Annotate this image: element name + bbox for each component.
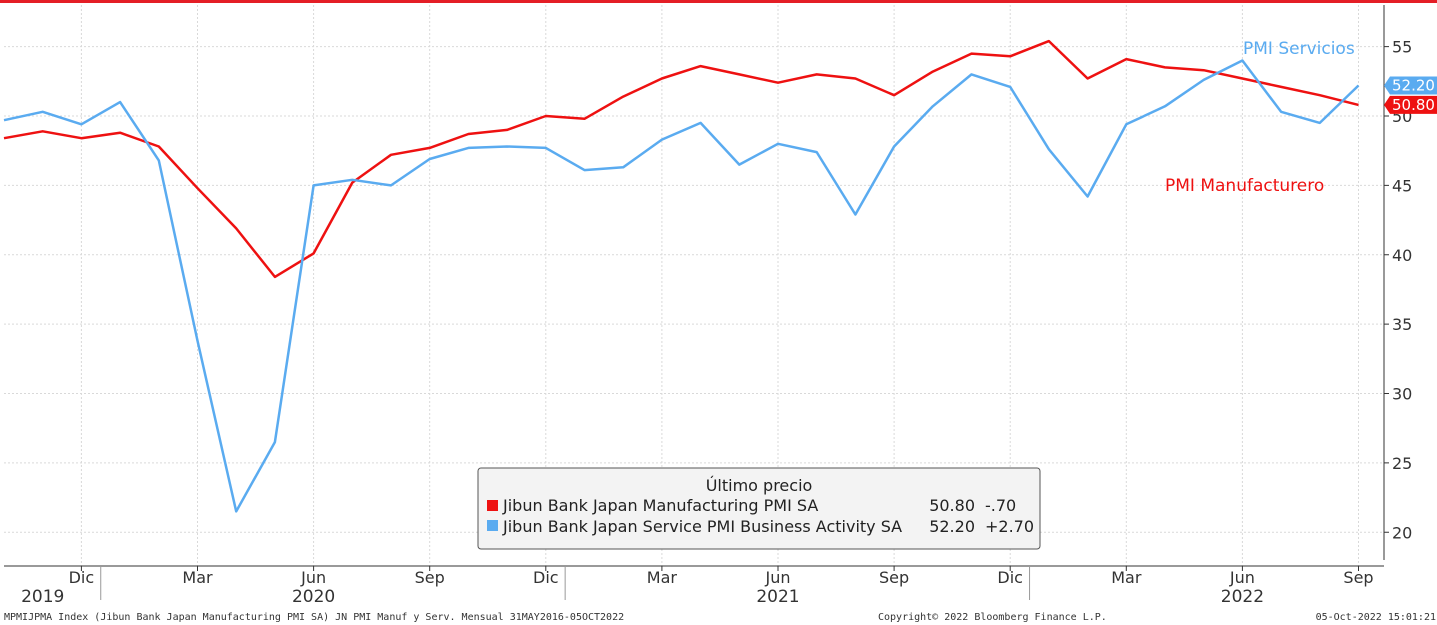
footer-source: MPMIJPMA Index (Jibun Bank Japan Manufac… — [4, 612, 624, 623]
y-tick-label: 25 — [1392, 454, 1412, 473]
year-label: 2021 — [756, 587, 799, 607]
y-tick-label: 55 — [1392, 38, 1412, 57]
year-label: 2019 — [21, 587, 64, 607]
grid-layer — [4, 5, 1384, 566]
series-layer — [3, 39, 1360, 513]
x-tick-label: Mar — [647, 568, 678, 587]
y-tick-label: 30 — [1392, 385, 1412, 404]
services-last-value-tag-text: 52.20 — [1392, 76, 1435, 94]
y-tick-label: 20 — [1392, 523, 1412, 542]
y-tick-label: 35 — [1392, 315, 1412, 334]
last-value-tags: 52.20 50.80 — [1384, 76, 1437, 114]
y-tick-label: 45 — [1392, 176, 1412, 195]
services-last-value-tag: 52.20 — [1384, 76, 1437, 95]
manufacturing-last-value-tag: 50.80 — [1384, 95, 1437, 114]
x-tick-label: Jun — [300, 568, 326, 587]
footer-timestamp: 05-Oct-2022 15:01:21 — [1316, 612, 1436, 623]
legend-swatch-manufacturing — [487, 500, 498, 511]
manufacturing-last-value-tag-text: 50.80 — [1392, 96, 1435, 114]
x-tick-label: Mar — [1111, 568, 1142, 587]
x-tick-label: Dic — [69, 568, 95, 587]
legend-change-services: +2.70 — [985, 517, 1034, 536]
year-label: 2020 — [292, 587, 335, 607]
legend-swatch-services — [487, 520, 498, 531]
top-accent-border — [0, 0, 1437, 3]
x-tick-label: Sep — [879, 568, 909, 587]
legend-last-services: 52.20 — [929, 517, 975, 536]
footer-copyright: Copyright© 2022 Bloomberg Finance L.P. — [878, 612, 1107, 623]
x-tick-label: Mar — [182, 568, 213, 587]
x-tick-label: Sep — [1343, 568, 1373, 587]
x-tick-label: Jun — [1229, 568, 1255, 587]
x-tick-layer: Dic Mar Jun Sep Dic Mar Jun Sep Dic Mar Jun Sep 2019… — [21, 566, 1374, 607]
legend-name-services: Jibun Bank Japan Service PMI Business Ac… — [502, 517, 902, 536]
legend-box: Último precio Jibun Bank Japan Manufactu… — [477, 467, 1041, 550]
services-series-line — [3, 59, 1360, 513]
services-inline-label: PMI Servicios — [1243, 39, 1355, 59]
x-tick-label: Dic — [533, 568, 559, 587]
manufacturing-inline-label: PMI Manufacturero — [1165, 176, 1324, 196]
legend-name-manufacturing: Jibun Bank Japan Manufacturing PMI SA — [502, 496, 818, 515]
legend-last-manufacturing: 50.80 — [929, 496, 975, 515]
legend-title: Último precio — [706, 476, 813, 495]
x-tick-label: Sep — [415, 568, 445, 587]
y-tick-label: 40 — [1392, 246, 1412, 265]
x-tick-label: Dic — [997, 568, 1023, 587]
year-label: 2022 — [1221, 587, 1264, 607]
x-tick-label: Jun — [765, 568, 791, 587]
manufacturing-series-line — [3, 39, 1359, 279]
legend-change-manufacturing: -.70 — [985, 496, 1016, 515]
